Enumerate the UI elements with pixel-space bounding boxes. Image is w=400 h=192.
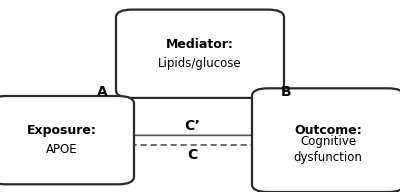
FancyBboxPatch shape	[0, 96, 134, 184]
Text: Outcome:: Outcome:	[294, 124, 362, 137]
Text: A: A	[97, 85, 107, 99]
FancyBboxPatch shape	[116, 10, 284, 98]
Text: Lipids/glucose: Lipids/glucose	[158, 57, 242, 70]
Text: Exposure:: Exposure:	[27, 124, 97, 137]
Text: C’: C’	[184, 119, 200, 133]
Text: Mediator:: Mediator:	[166, 38, 234, 51]
Text: APOE: APOE	[46, 143, 78, 156]
FancyBboxPatch shape	[252, 88, 400, 192]
Text: C: C	[187, 148, 197, 161]
Text: Cognitive
dysfunction: Cognitive dysfunction	[294, 135, 362, 164]
Text: B: B	[281, 85, 291, 99]
